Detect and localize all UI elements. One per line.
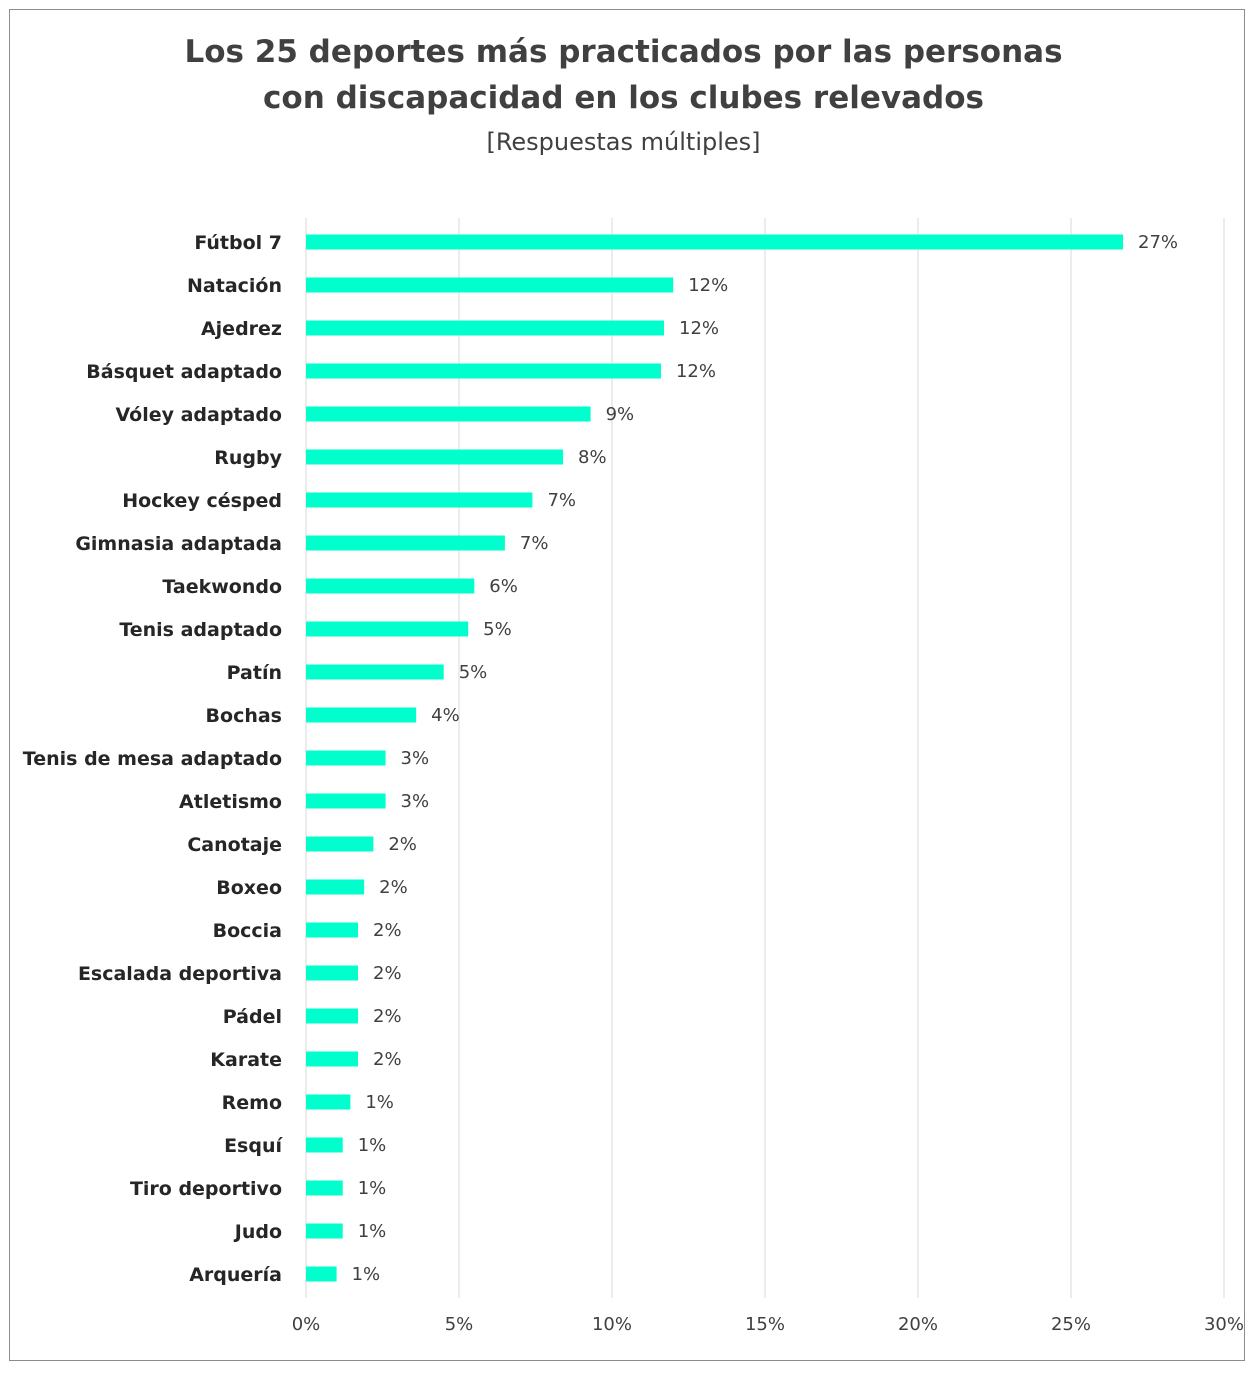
chart-frame [9,9,1245,1361]
category-label: Tiro deportivo [130,1178,282,1200]
x-tick-label: 5% [445,1314,474,1335]
category-label: Esquí [224,1135,283,1157]
data-label: 2% [373,920,402,941]
data-label: 7% [547,490,576,511]
data-label: 2% [388,834,417,855]
x-tick-label: 30% [1204,1314,1244,1335]
x-tick-label: 10% [592,1314,632,1335]
data-label: 2% [373,1006,402,1027]
data-label: 12% [679,318,719,339]
bar [306,1008,359,1024]
bar [306,664,444,680]
category-label: Boxeo [216,877,282,899]
data-label: 3% [401,748,430,769]
category-label: Tenis de mesa adaptado [23,748,282,770]
chart-title-line-2: con discapacidad en los clubes relevados [263,80,984,116]
data-label: 4% [431,705,460,726]
data-label: 12% [676,361,716,382]
data-label: 8% [578,447,607,468]
bar [306,965,359,981]
data-label: 1% [352,1264,381,1285]
x-tick-label: 20% [898,1314,938,1335]
category-label: Natación [187,275,282,297]
bar [306,363,661,379]
data-label: 2% [373,1049,402,1070]
category-label: Canotaje [187,834,282,856]
bar [306,1051,359,1067]
category-label: Taekwondo [162,576,282,598]
x-tick-label: 0% [292,1314,321,1335]
bar [306,793,386,809]
chart-title-line-1: Los 25 deportes más practicados por las … [184,34,1063,70]
category-label: Patín [227,662,282,684]
data-label: 1% [358,1135,387,1156]
bar [306,492,533,508]
category-label: Karate [210,1049,282,1071]
bar [306,406,591,422]
category-label: Ajedrez [201,318,282,340]
bar [306,277,674,293]
category-label: Atletismo [179,791,282,813]
bar [306,836,374,852]
bar [306,1266,337,1282]
category-label: Básquet adaptado [86,361,282,383]
category-label: Pádel [223,1006,282,1028]
data-label: 2% [379,877,408,898]
category-label: Vóley adaptado [115,404,282,426]
bar [306,578,475,594]
chart-subtitle: [Respuestas múltiples] [486,128,761,156]
bar [306,449,564,465]
bar [306,750,386,766]
data-label: 5% [483,619,512,640]
category-label: Tenis adaptado [119,619,282,641]
data-label: 1% [358,1221,387,1242]
category-label: Escalada deportiva [78,963,282,985]
category-label: Arquería [189,1264,282,1286]
bar [306,320,665,336]
x-tick-label: 15% [745,1314,785,1335]
category-label: Rugby [214,447,282,469]
data-label: 12% [688,275,728,296]
data-label: 27% [1138,232,1178,253]
category-label: Boccia [213,920,282,942]
category-label: Remo [222,1092,282,1114]
category-label: Judo [233,1221,282,1243]
bar [306,1180,343,1196]
bar [306,922,359,938]
data-label: 6% [489,576,518,597]
bar [306,621,469,637]
category-label: Hockey césped [122,490,282,512]
data-label: 5% [459,662,488,683]
data-label: 2% [373,963,402,984]
data-label: 9% [606,404,635,425]
data-label: 7% [520,533,549,554]
data-label: 1% [358,1178,387,1199]
bar [306,535,505,551]
bar [306,234,1124,250]
bar [306,1223,343,1239]
bar [306,879,365,895]
data-label: 1% [365,1092,394,1113]
bar [306,1137,343,1153]
bar [306,707,417,723]
x-tick-label: 25% [1051,1314,1091,1335]
data-label: 3% [401,791,430,812]
category-label: Fútbol 7 [194,232,282,254]
category-label: Bochas [206,705,282,727]
category-label: Gimnasia adaptada [75,533,282,555]
bar [306,1094,351,1110]
